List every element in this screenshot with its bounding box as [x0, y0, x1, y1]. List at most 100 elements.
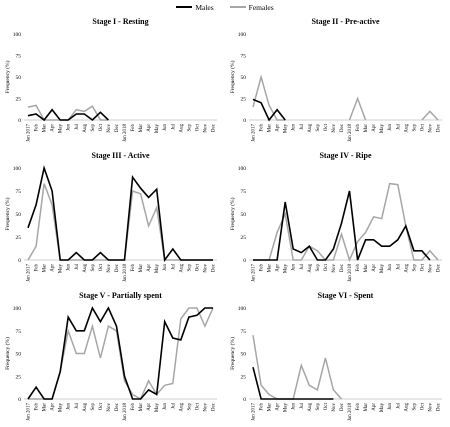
- series-line-males: [252, 367, 334, 400]
- x-tick-label: Jun: [163, 124, 168, 131]
- x-tick-label: Apr: [372, 264, 377, 272]
- x-tick-label: Feb: [356, 403, 361, 411]
- x-tick-label: Apr: [51, 264, 56, 272]
- x-tick-label: Oct: [195, 263, 200, 271]
- chart-stage-4: Stage IV - Ripe Frequency (%) 0 25 50 75 100 Ja…: [229, 151, 442, 282]
- x-tick-label: Jan 2018: [123, 403, 128, 421]
- chart-stage-2: Stage II - Pre-active Frequency (%) 0 25 50 7…: [229, 17, 442, 142]
- y-tick-label: 0: [18, 118, 21, 124]
- x-tick-label: Jul: [300, 123, 305, 129]
- x-tick-label: Apr: [147, 124, 152, 132]
- x-tick-label: Sep: [316, 403, 321, 411]
- x-tick-label: Jan 2017: [252, 403, 257, 421]
- x-tick-label: Mar: [268, 264, 273, 273]
- x-tick-label: Oct: [324, 263, 329, 271]
- x-tick-label: Jan 2017: [27, 403, 32, 421]
- y-tick-label: 50: [241, 212, 247, 218]
- y-tick-label: 50: [241, 352, 247, 358]
- x-tick-label: Nov: [203, 403, 208, 412]
- x-tick-label: Nov: [107, 124, 112, 133]
- chart-title: Stage IV - Ripe: [319, 151, 372, 160]
- x-tick-label: Jun: [67, 403, 72, 410]
- series-line-females: [348, 96, 367, 121]
- y-tick-label: 0: [18, 258, 21, 264]
- y-tick-label: 100: [13, 32, 22, 38]
- x-tick-label: Nov: [428, 403, 433, 412]
- x-tick-label: Mar: [139, 124, 144, 133]
- y-tick-label: 0: [243, 397, 246, 403]
- legend-item-males[interactable]: Males: [176, 2, 214, 12]
- x-tick-label: Feb: [356, 264, 361, 272]
- x-tick-label: May: [284, 403, 289, 413]
- legend-label-males: Males: [195, 2, 214, 12]
- y-tick-label: 0: [243, 258, 246, 264]
- x-tick-label: May: [59, 124, 64, 134]
- x-tick-label: Jul: [300, 263, 305, 269]
- x-tick-label: Jun: [292, 264, 297, 271]
- x-tick-label: Nov: [107, 403, 112, 412]
- y-tick-label: 50: [16, 75, 22, 81]
- x-tick-label: Sep: [187, 403, 192, 411]
- series-line-males: [27, 306, 213, 400]
- y-tick-label: 100: [238, 306, 247, 312]
- x-tick-label: Apr: [147, 264, 152, 272]
- x-tick-label: Jun: [388, 124, 393, 131]
- x-tick-label: Oct: [420, 402, 425, 410]
- chart-stage-3: Stage III - Active Frequency (%) 0 25 50 75 10…: [4, 151, 217, 282]
- x-tick-label: Nov: [428, 264, 433, 273]
- x-tick-label: Feb: [131, 403, 136, 411]
- x-tick-label: May: [284, 124, 289, 134]
- y-axis-label: Frequency (%): [229, 60, 236, 93]
- y-tick-label: 100: [238, 166, 247, 172]
- series-line-females: [252, 335, 343, 400]
- x-tick-label: Jan 2018: [348, 264, 353, 282]
- y-tick-label: 50: [16, 212, 22, 218]
- x-tick-label: Jan 2017: [252, 264, 257, 282]
- y-tick-label: 0: [243, 118, 246, 124]
- x-tick-label: Jul: [171, 123, 176, 129]
- x-tick-label: Oct: [324, 123, 329, 131]
- series-line-females: [421, 110, 439, 121]
- x-tick-label: Sep: [412, 124, 417, 132]
- x-tick-label: Feb: [35, 124, 40, 132]
- chart-stage-1: Stage I - Resting Frequency (%) 0 25 50 75 100…: [4, 17, 217, 142]
- x-tick-label: Aug: [308, 124, 313, 133]
- x-tick-label: Jan 2018: [348, 403, 353, 421]
- legend-item-females[interactable]: Females: [229, 3, 274, 12]
- x-tick-label: Apr: [372, 403, 377, 411]
- x-tick-label: Oct: [420, 123, 425, 131]
- x-tick-label: Aug: [83, 403, 88, 412]
- x-tick-label: Dec: [436, 402, 441, 411]
- y-tick-label: 25: [16, 235, 22, 241]
- y-axis-label: Frequency (%): [229, 337, 236, 370]
- x-tick-label: May: [380, 403, 385, 413]
- y-tick-label: 100: [13, 166, 22, 172]
- chart-title: Stage I - Resting: [92, 17, 148, 26]
- y-tick-label: 50: [241, 75, 247, 81]
- x-tick-label: Sep: [316, 264, 321, 272]
- x-tick-label: Dec: [340, 123, 345, 132]
- x-tick-label: Apr: [276, 403, 281, 411]
- x-tick-label: Jun: [67, 264, 72, 271]
- chart-title: Stage II - Pre-active: [311, 17, 380, 26]
- x-tick-label: Jun: [163, 403, 168, 410]
- series-line-males: [27, 165, 213, 263]
- x-tick-label: Aug: [179, 403, 184, 412]
- series-line-females: [253, 182, 439, 263]
- x-tick-label: Aug: [404, 264, 409, 273]
- x-tick-label: May: [380, 264, 385, 274]
- chart-stage-5: Stage V - Partially spent Frequency (%) 0 2…: [4, 291, 217, 421]
- x-tick-label: Jan 2017: [27, 124, 32, 142]
- x-tick-label: Jun: [388, 403, 393, 410]
- x-tick-label: May: [155, 264, 160, 274]
- chart-title: Stage V - Partially spent: [79, 291, 162, 300]
- x-tick-label: Feb: [131, 124, 136, 132]
- x-tick-label: Aug: [308, 264, 313, 273]
- y-tick-label: 100: [13, 306, 22, 312]
- x-tick-label: Jun: [388, 264, 393, 271]
- x-tick-label: Aug: [83, 264, 88, 273]
- x-tick-label: Apr: [372, 124, 377, 132]
- x-tick-label: Jul: [396, 263, 401, 269]
- y-tick-label: 25: [241, 374, 247, 380]
- x-tick-label: Aug: [308, 403, 313, 412]
